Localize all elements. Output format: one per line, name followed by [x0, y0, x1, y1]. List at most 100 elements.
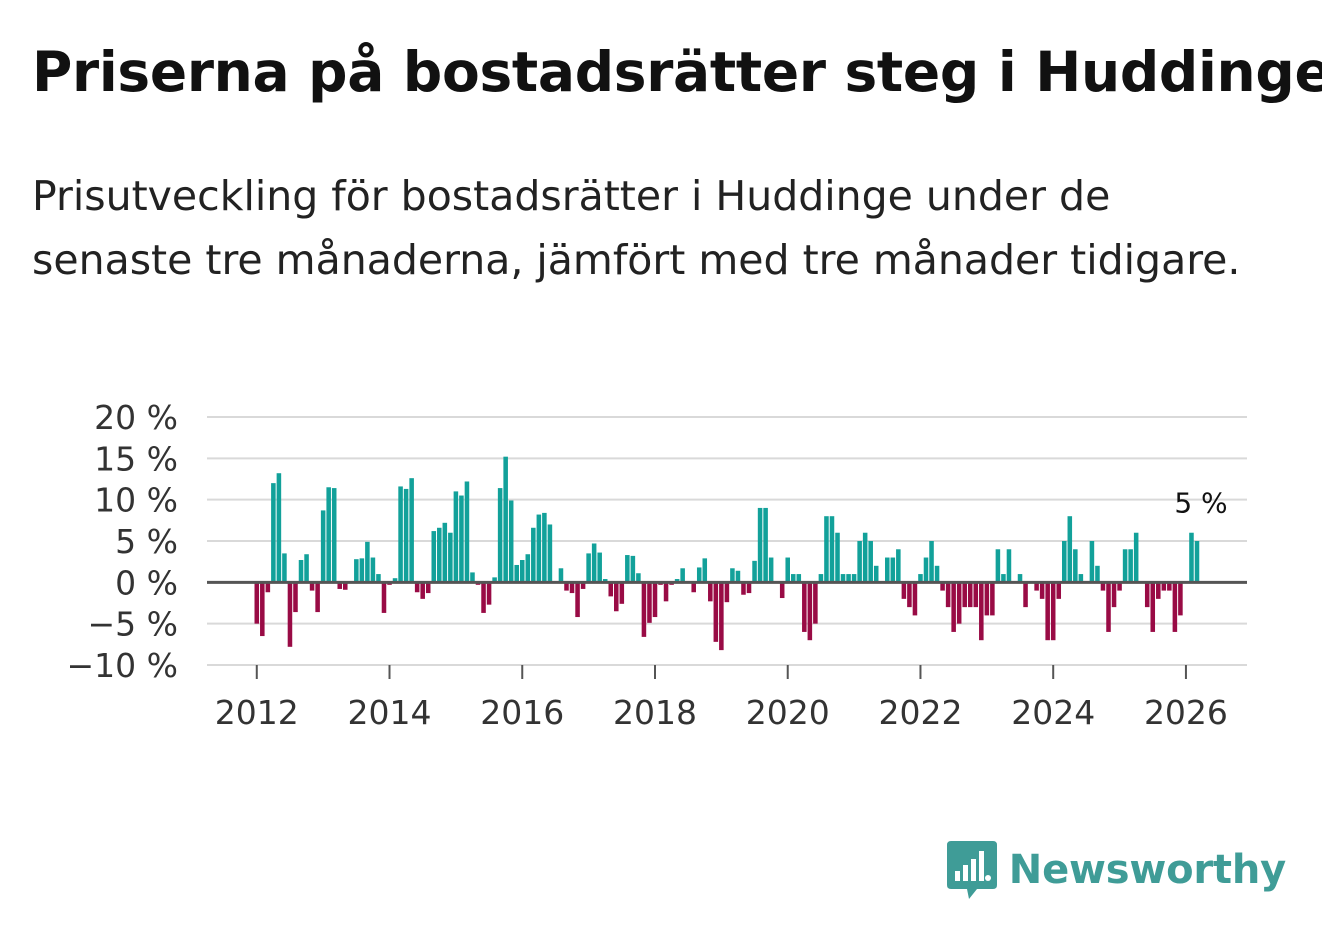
bar [796, 574, 802, 583]
bar [503, 456, 508, 583]
bar [1023, 582, 1028, 608]
bar [448, 532, 453, 583]
bar [956, 582, 962, 624]
bar [896, 549, 901, 583]
bar [542, 512, 547, 583]
bar [940, 582, 945, 591]
bar [403, 488, 409, 583]
bar [1144, 582, 1150, 608]
bar [320, 510, 326, 583]
bar [741, 582, 746, 595]
bar [442, 522, 448, 583]
bar [1078, 574, 1084, 583]
bar [331, 488, 337, 583]
y-tick-label: 20 % [94, 398, 178, 437]
bar [918, 574, 923, 583]
bar [1194, 541, 1200, 583]
bar [1034, 582, 1039, 591]
x-tick-label: 2012 [215, 693, 299, 732]
bar [420, 582, 425, 599]
newsworthy-logo-icon [946, 841, 997, 899]
page-title: Priserna på bostadsrätter steg i Hudding… [32, 40, 1322, 104]
bar [857, 541, 862, 583]
bar [984, 582, 990, 616]
bar [779, 582, 785, 599]
bar [1073, 549, 1078, 583]
bar [1106, 582, 1111, 632]
bar [1100, 582, 1106, 591]
bar [265, 582, 271, 593]
bar [790, 574, 796, 583]
bar [464, 481, 470, 583]
bar [829, 516, 835, 583]
y-tick-label: 0 % [115, 563, 178, 602]
x-axis: 2012 2014 2016 2018 2020 2022 2024 2026 [215, 665, 1228, 732]
bar [708, 582, 713, 602]
brand-name: Newsworthy [1008, 847, 1286, 893]
bar [614, 582, 619, 612]
bar [630, 555, 636, 583]
x-tick-label: 2016 [480, 693, 564, 732]
bar [591, 543, 597, 583]
bar [569, 582, 575, 594]
bar [851, 574, 857, 583]
bar [768, 557, 774, 583]
x-tick-label: 2024 [1011, 693, 1095, 732]
bars [254, 456, 1200, 651]
bar [990, 582, 995, 616]
bar [359, 558, 365, 583]
bar [967, 582, 973, 608]
bar [674, 579, 680, 583]
bar [514, 564, 519, 583]
bar [370, 557, 376, 583]
bar [652, 582, 658, 618]
bar [663, 582, 669, 602]
bar [1017, 574, 1023, 583]
bar [929, 541, 934, 583]
bar [1156, 582, 1161, 599]
bar [453, 491, 459, 583]
bar [309, 582, 315, 591]
last-value-label: 5 % [1174, 487, 1227, 520]
y-tick-label: 5 % [115, 522, 178, 561]
bar [586, 553, 591, 583]
bar [1050, 582, 1056, 641]
newsworthy-brand: Newsworthy [946, 841, 1286, 899]
bar [763, 507, 768, 583]
bar [862, 532, 868, 583]
bar [392, 578, 398, 583]
bar [564, 582, 569, 591]
bar [979, 582, 984, 641]
bar [619, 582, 625, 604]
bar [752, 560, 757, 583]
bar [293, 582, 298, 613]
bar [962, 582, 967, 608]
bar [973, 582, 979, 608]
bar [1006, 549, 1012, 583]
bar [519, 560, 525, 583]
bar [580, 582, 586, 589]
bar [724, 582, 730, 603]
bar [1045, 582, 1050, 641]
bar [282, 553, 287, 583]
bar [951, 582, 956, 632]
bar [260, 582, 265, 637]
y-axis-labels: −10 %−5 %0 %5 %10 %15 %20 % [67, 398, 179, 685]
bar [702, 558, 708, 583]
bar [868, 541, 873, 583]
bar [1095, 565, 1100, 583]
bar [818, 574, 824, 583]
bar [934, 565, 940, 583]
bar [531, 527, 536, 583]
bar [343, 582, 348, 590]
x-tick-label: 2018 [613, 693, 697, 732]
bar [304, 554, 309, 583]
bar [536, 514, 542, 583]
bar [497, 488, 503, 583]
bar [945, 582, 951, 608]
bar [746, 582, 752, 594]
bar [1167, 582, 1172, 591]
bar [354, 559, 359, 583]
x-tick-label: 2020 [746, 693, 830, 732]
bar [459, 495, 464, 583]
